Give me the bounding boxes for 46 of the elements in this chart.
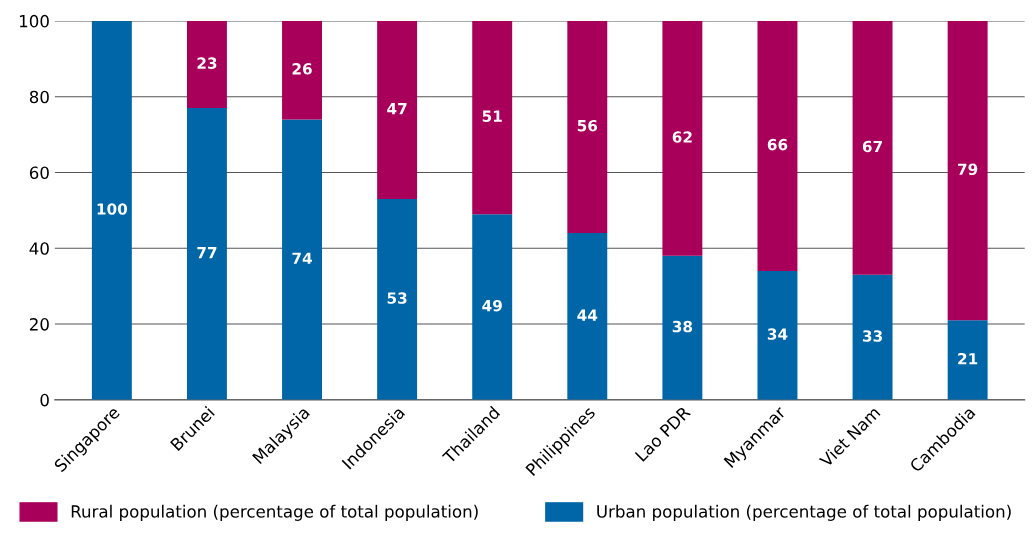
bar (377, 20, 418, 200)
bar (91, 20, 132, 400)
data-label: 47 (387, 103, 407, 115)
bar (662, 20, 703, 256)
bar (757, 20, 798, 272)
legend-label: Urban population (percentage of total population) (597, 504, 1011, 521)
bar (852, 274, 893, 400)
data-label: 100 (97, 203, 128, 215)
data-label: 51 (482, 110, 502, 122)
bar (472, 20, 513, 215)
data-label: 67 (862, 140, 882, 153)
bar (472, 214, 513, 400)
data-label: 74 (292, 252, 312, 264)
data-label: 79 (958, 163, 978, 176)
bar (662, 255, 703, 400)
y-tick-label: 20 (29, 318, 49, 331)
data-label: 23 (197, 57, 217, 69)
bar (377, 199, 418, 400)
data-label: 62 (672, 131, 692, 143)
bar (186, 20, 227, 109)
y-tick-label: 0 (40, 393, 49, 407)
data-label: 34 (767, 328, 788, 340)
data-label: 53 (387, 292, 407, 304)
bar (282, 119, 322, 400)
y-tick-label: 40 (29, 242, 49, 255)
data-label: 21 (958, 352, 978, 365)
data-label: 26 (292, 63, 312, 75)
bar (852, 20, 893, 275)
data-label: 77 (197, 247, 217, 259)
bar (947, 20, 988, 321)
data-label: 49 (482, 299, 502, 312)
legend-label: Rural population (percentage of total population) (71, 504, 478, 521)
data-label: 33 (862, 330, 882, 342)
bar (567, 233, 608, 400)
data-label: 38 (672, 320, 693, 333)
bar (282, 20, 322, 120)
y-tick-label: 100 (19, 14, 49, 28)
data-label: 56 (577, 119, 598, 132)
y-tick-label: 80 (29, 90, 49, 104)
bar (947, 320, 988, 400)
data-label: 66 (767, 138, 788, 151)
y-tick-label: 60 (29, 166, 49, 180)
data-label: 44 (577, 309, 598, 321)
bar (757, 271, 798, 400)
bar (186, 108, 227, 400)
bar (567, 20, 608, 234)
